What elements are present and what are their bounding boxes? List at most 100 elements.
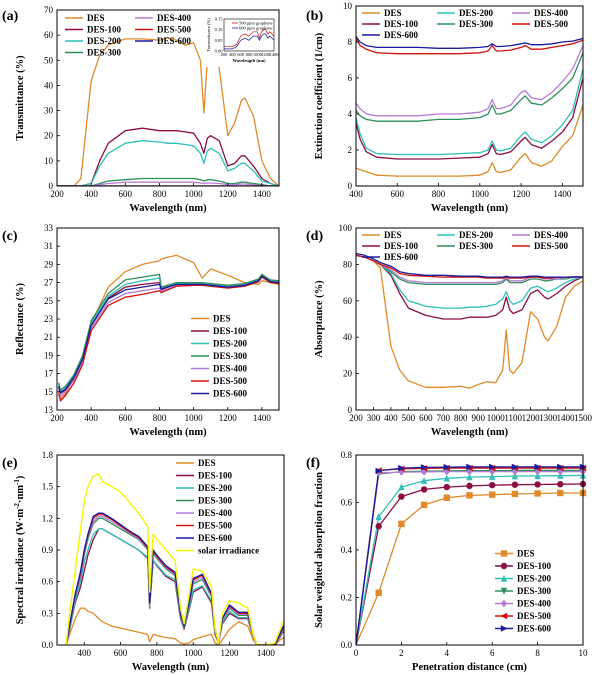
y-tick-label: 0.0 — [42, 640, 54, 650]
series-line-des-500 — [356, 254, 583, 279]
panel-label: (c) — [2, 229, 18, 244]
data-point — [443, 494, 450, 501]
inset-x-tick-label: 200 — [221, 52, 229, 57]
legend-entry: DES — [198, 458, 216, 468]
x-tick-label: 2 — [399, 648, 404, 658]
chart-panel-5: (e) 400 600 800 1000 1200 1400 0.0 0.3 0.6 0.9 1.2 1… — [2, 450, 285, 673]
y-tick-label: 25 — [44, 296, 54, 306]
x-tick-label: 600 — [119, 413, 133, 423]
legend-entry: DES-600 — [517, 624, 552, 634]
inset-legend-entry: 500 ppm graphene — [239, 21, 273, 26]
y-tick-label: 0.6 — [42, 577, 54, 587]
plot-frame — [355, 227, 584, 411]
series-line-des — [356, 254, 583, 389]
y-tick-label: 0.3 — [42, 608, 54, 618]
legend-entry: DES — [384, 230, 402, 240]
legend-entry: DES-300 — [459, 19, 494, 29]
series-line-des-400 — [356, 254, 583, 284]
inset-x-tick-label: 1400 — [270, 52, 280, 57]
x-tick-label: 200 — [50, 413, 64, 423]
legend-entry: DES-600 — [384, 252, 419, 262]
data-point — [489, 491, 496, 498]
y-tick-label: 80 — [343, 259, 353, 269]
series-line-des-200 — [356, 254, 583, 309]
data-point — [534, 467, 541, 476]
data-point — [466, 473, 473, 481]
x-tick-label: 1400 — [253, 413, 272, 423]
x-tick-label: 200 — [349, 413, 363, 423]
legend-entry: DES-300 — [517, 586, 552, 596]
legend-entry: DES-400 — [198, 508, 233, 518]
data-point — [398, 493, 405, 500]
data-point — [557, 489, 564, 497]
data-point — [511, 472, 519, 480]
chart-panel-4: (d)200 300 400 500 600 700 800 900 1000 1100 1200 1… — [306, 223, 593, 438]
legend: DES DES-200 DES-400 DES-100 DES-300 DES-500 DE… — [362, 230, 569, 262]
x-tick-label: 1000 — [471, 189, 490, 199]
legend-marker — [500, 562, 508, 570]
data-point — [511, 490, 519, 498]
y-tick-label: 60 — [343, 296, 353, 306]
y-tick-label: 17 — [44, 369, 54, 379]
x-tick-label: 10 — [579, 648, 589, 658]
series-line-des-600 — [356, 252, 583, 278]
series-line-des-300 — [58, 273, 279, 391]
series-line-des-300 — [57, 177, 279, 186]
legend-marker — [500, 599, 508, 608]
inset-y-tick-label: 0.15 — [215, 17, 224, 22]
series-group — [356, 252, 583, 389]
x-tick-label: 1000 — [184, 648, 203, 658]
x-tick-label: 1200 — [219, 189, 238, 199]
y-tick-label: 0.4 — [341, 545, 353, 555]
legend-entry: DES-100 — [87, 25, 122, 35]
data-point — [534, 472, 541, 480]
series-line-des-100 — [356, 254, 583, 320]
y-axis-label: Extinction coefficient (1/cm) — [314, 32, 325, 159]
legend-entry: DES-500 — [213, 376, 248, 386]
data-point — [534, 463, 542, 471]
series-line-des — [356, 104, 583, 177]
x-tick-label: 1200 — [522, 413, 541, 423]
data-point — [466, 482, 473, 490]
legend-entry: DES-300 — [198, 496, 233, 506]
y-tick-label: 0.6 — [341, 498, 353, 508]
legend-entry: DES-500 — [157, 25, 192, 35]
x-tick-label: 800 — [432, 189, 446, 199]
y-tick-label: 20 — [44, 131, 54, 141]
legend-entry: DES-300 — [459, 241, 494, 251]
legend-entry: DES-200 — [198, 483, 233, 493]
legend-entry: DES-100 — [517, 561, 552, 571]
legend: DES DES-100 DES-200 DES-300 DES-400 DES-500 DE… — [176, 458, 259, 556]
legend-entry: DES-100 — [213, 326, 248, 336]
data-point — [557, 467, 564, 476]
data-point — [398, 483, 405, 491]
y-axis-label: Absorptance (%) — [314, 280, 325, 358]
plot-frame — [355, 5, 584, 187]
x-tick-label: 600 — [391, 189, 405, 199]
data-point — [443, 463, 451, 471]
inset-y-tick-label: 0.05 — [215, 38, 224, 43]
panel-label: (e) — [2, 456, 18, 471]
y-axis-label: Solar weighted absorption fraction — [314, 472, 325, 628]
series-group — [57, 37, 279, 186]
panel-label: (a) — [2, 9, 19, 24]
x-tick-label: 800 — [153, 189, 167, 199]
x-tick-label: 1200 — [512, 189, 531, 199]
series-group — [65, 473, 284, 645]
x-tick-label: 1400 — [557, 413, 576, 423]
data-point — [489, 481, 496, 489]
y-tick-label: 10 — [44, 156, 54, 166]
plot-frame — [56, 9, 280, 187]
x-tick-label: 400 — [384, 413, 398, 423]
y-tick-label: 0 — [348, 405, 353, 415]
legend-entry: DES-200 — [87, 36, 122, 46]
y-tick-label: 10 — [343, 1, 353, 11]
data-point — [420, 464, 428, 471]
data-point — [375, 467, 383, 475]
series-line-solar-irradiance — [65, 473, 284, 645]
y-tick-label: 0.0 — [341, 640, 353, 650]
y-tick-label: 30 — [44, 106, 54, 116]
x-tick-label: 900 — [471, 413, 485, 423]
y-tick-label: 0 — [49, 181, 54, 191]
data-point — [375, 513, 382, 520]
